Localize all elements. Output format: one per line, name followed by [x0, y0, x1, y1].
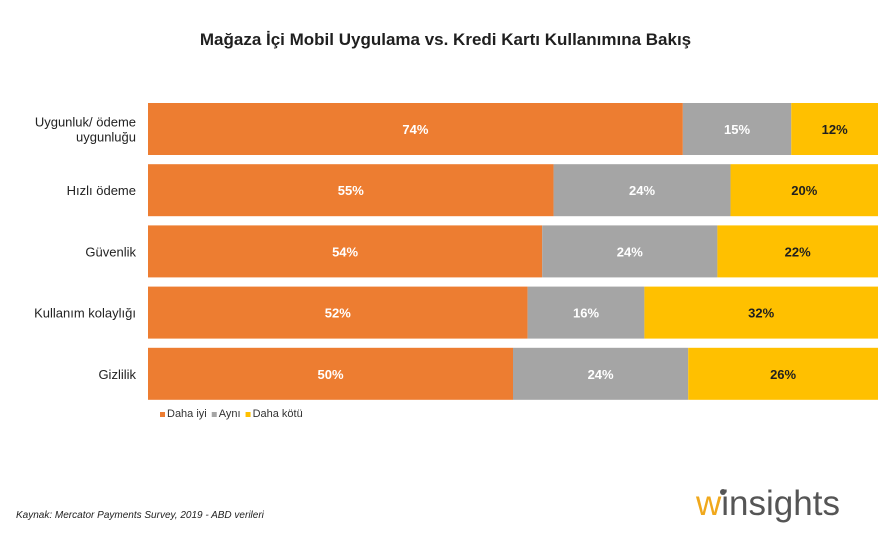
data-label: 32%	[748, 306, 774, 321]
winsights-logo: w insights	[696, 484, 840, 524]
data-label: 52%	[325, 306, 351, 321]
legend-swatch	[211, 412, 217, 417]
source-note: Kaynak: Mercator Payments Survey, 2019 -…	[16, 510, 264, 521]
bar-5-aynı	[513, 347, 689, 400]
bar-3-daha-kötü	[717, 225, 878, 278]
data-label: 55%	[338, 183, 364, 198]
data-label: 26%	[770, 367, 796, 382]
bar-2-daha-iyi	[148, 164, 554, 217]
category-label: Güvenlik	[85, 244, 136, 259]
data-label: 12%	[822, 122, 848, 137]
legend-label: Aynı	[219, 408, 241, 420]
bar-1-aynı	[682, 103, 792, 155]
bar-4-daha-iyi	[148, 286, 528, 339]
bar-3-aynı	[542, 225, 718, 278]
logo-text: insights	[721, 484, 840, 523]
bar-4-aynı	[527, 286, 645, 339]
legend-swatch	[245, 412, 251, 417]
data-label: 22%	[785, 244, 811, 259]
data-label: 24%	[588, 367, 614, 382]
bar-3-daha-iyi	[148, 225, 543, 278]
data-label: 24%	[629, 183, 655, 198]
logo-w: w	[696, 484, 722, 523]
category-label: Gizlilik	[98, 367, 136, 382]
bar-2-daha-kötü	[730, 164, 878, 217]
data-label: 54%	[332, 244, 358, 259]
data-label: 50%	[317, 367, 343, 382]
legend-label: Daha iyi	[167, 408, 207, 420]
category-label: Uygunluk/ ödeme	[35, 115, 136, 130]
bar-4-daha-kötü	[644, 286, 878, 339]
data-label: 20%	[791, 183, 817, 198]
data-label: 16%	[573, 306, 599, 321]
chart-title: Mağaza İçi Mobil Uygulama vs. Kredi Kart…	[199, 30, 692, 49]
category-label: Hızlı ödeme	[67, 183, 136, 198]
bar-5-daha-iyi	[148, 347, 513, 400]
legend-swatch	[160, 412, 165, 417]
legend-label: Daha kötü	[253, 408, 303, 420]
category-label: Kullanım kolaylığı	[34, 306, 136, 321]
bar-1-daha-iyi	[148, 103, 683, 155]
bar-1-daha-kötü	[791, 103, 878, 155]
bar-5-daha-kötü	[688, 347, 878, 400]
data-label: 74%	[402, 122, 428, 137]
data-label: 15%	[724, 122, 750, 137]
bar-2-aynı	[553, 164, 731, 217]
logo-dot-icon	[720, 489, 726, 495]
category-label: uygunluğu	[76, 130, 136, 145]
data-label: 24%	[617, 244, 643, 259]
